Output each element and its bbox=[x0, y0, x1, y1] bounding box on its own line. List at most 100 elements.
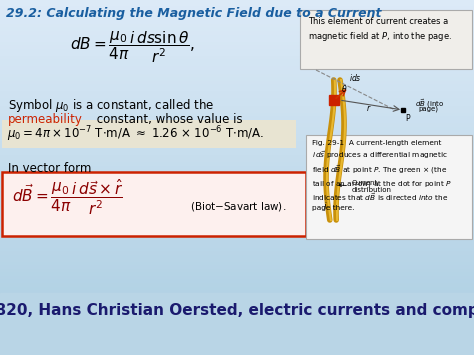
Bar bbox=[0, 64, 474, 67]
Bar bbox=[0, 7, 474, 11]
Bar bbox=[0, 0, 474, 4]
Bar bbox=[0, 224, 474, 227]
Text: $r$: $r$ bbox=[366, 103, 372, 113]
Text: $\mu_0 = 4\pi \times 10^{-7}$ T$\cdot$m/A $\approx$ 1.26 $\times$ 10$^{-6}$ T$\c: $\mu_0 = 4\pi \times 10^{-7}$ T$\cdot$m/… bbox=[7, 124, 264, 144]
Bar bbox=[0, 32, 474, 36]
Text: permeability: permeability bbox=[8, 113, 83, 126]
Bar bbox=[0, 238, 474, 241]
Bar bbox=[0, 128, 474, 131]
Bar bbox=[0, 82, 474, 85]
Text: $\theta$: $\theta$ bbox=[341, 83, 347, 94]
Bar bbox=[0, 181, 474, 185]
Bar bbox=[0, 138, 474, 142]
Bar bbox=[0, 234, 474, 238]
Bar bbox=[0, 103, 474, 106]
Bar bbox=[0, 302, 474, 305]
Bar bbox=[0, 188, 474, 192]
FancyBboxPatch shape bbox=[2, 120, 296, 148]
Bar bbox=[0, 85, 474, 89]
Text: Fig. 29-1  A current-length element
$i\,d\vec{s}$ produces a differential magnet: Fig. 29-1 A current-length element $i\,d… bbox=[312, 140, 452, 211]
Bar bbox=[0, 220, 474, 224]
Text: $dB = \dfrac{\mu_0}{4\pi}\dfrac{i\,ds\sin\theta}{r^2},$: $dB = \dfrac{\mu_0}{4\pi}\dfrac{i\,ds\si… bbox=[70, 30, 195, 65]
Bar bbox=[0, 92, 474, 96]
Bar bbox=[0, 28, 474, 32]
Bar bbox=[0, 305, 474, 309]
Bar bbox=[0, 273, 474, 277]
FancyBboxPatch shape bbox=[2, 172, 306, 236]
Text: $i$: $i$ bbox=[323, 200, 328, 211]
FancyBboxPatch shape bbox=[300, 10, 472, 69]
Bar bbox=[0, 60, 474, 64]
Bar bbox=[0, 252, 474, 256]
Bar bbox=[0, 185, 474, 188]
Bar bbox=[0, 78, 474, 82]
Bar bbox=[0, 295, 474, 298]
FancyBboxPatch shape bbox=[306, 135, 472, 239]
Bar bbox=[0, 71, 474, 75]
Bar bbox=[0, 89, 474, 92]
Bar bbox=[0, 227, 474, 231]
Text: constant, whose value is: constant, whose value is bbox=[93, 113, 243, 126]
Bar bbox=[0, 256, 474, 259]
Text: (Biot$-$Savart law).: (Biot$-$Savart law). bbox=[190, 200, 286, 213]
Bar bbox=[0, 146, 474, 149]
Bar bbox=[0, 167, 474, 170]
Bar bbox=[0, 309, 474, 312]
Text: $ids$: $ids$ bbox=[349, 72, 362, 83]
Bar bbox=[0, 160, 474, 163]
Bar bbox=[0, 156, 474, 160]
Text: page): page) bbox=[418, 106, 438, 113]
Bar bbox=[0, 36, 474, 39]
Bar bbox=[0, 277, 474, 280]
Bar bbox=[0, 284, 474, 288]
Bar bbox=[0, 341, 474, 344]
Bar bbox=[0, 131, 474, 135]
Bar bbox=[0, 142, 474, 146]
Bar bbox=[0, 25, 474, 28]
Bar bbox=[0, 149, 474, 153]
Bar bbox=[0, 57, 474, 60]
Bar bbox=[0, 75, 474, 78]
Bar bbox=[0, 153, 474, 156]
Text: Symbol $\mu_0$ is a constant, called the: Symbol $\mu_0$ is a constant, called the bbox=[8, 97, 214, 114]
Bar bbox=[0, 320, 474, 323]
Bar bbox=[0, 241, 474, 245]
Bar bbox=[0, 266, 474, 270]
Text: $d\vec{B} = \dfrac{\mu_0}{4\pi}\dfrac{i\,d\vec{s}\times\hat{r}}{r^2}$: $d\vec{B} = \dfrac{\mu_0}{4\pi}\dfrac{i\… bbox=[12, 178, 124, 217]
Bar bbox=[0, 39, 474, 43]
Bar bbox=[0, 202, 474, 206]
Bar bbox=[0, 288, 474, 291]
Bar bbox=[0, 217, 474, 220]
Bar bbox=[0, 106, 474, 110]
Text: 29.2: Calculating the Magnetic Field due to a Current: 29.2: Calculating the Magnetic Field due… bbox=[6, 7, 382, 20]
Bar bbox=[0, 174, 474, 178]
Bar bbox=[0, 270, 474, 273]
Bar bbox=[0, 124, 474, 128]
Bar bbox=[0, 178, 474, 181]
Bar bbox=[0, 263, 474, 266]
Bar bbox=[0, 213, 474, 217]
Text: P: P bbox=[405, 114, 410, 123]
Bar bbox=[0, 135, 474, 138]
Bar bbox=[0, 209, 474, 213]
Bar bbox=[0, 248, 474, 252]
Bar bbox=[0, 46, 474, 50]
Text: This element of current creates a
magnetic field at $P$, into the page.: This element of current creates a magnet… bbox=[308, 17, 452, 43]
Bar bbox=[0, 43, 474, 46]
Bar bbox=[0, 117, 474, 121]
Text: # 1820, Hans Christian Oersted, electric currents and compass: # 1820, Hans Christian Oersted, electric… bbox=[0, 302, 474, 317]
Bar bbox=[0, 4, 474, 7]
Bar bbox=[0, 67, 474, 71]
Bar bbox=[329, 95, 339, 105]
Bar bbox=[0, 344, 474, 348]
Bar bbox=[0, 99, 474, 103]
Bar bbox=[0, 231, 474, 234]
Text: In vector form: In vector form bbox=[8, 162, 91, 175]
Bar bbox=[0, 316, 474, 320]
Bar bbox=[0, 323, 474, 327]
Bar bbox=[0, 298, 474, 302]
Text: $d\vec{B}$ (into: $d\vec{B}$ (into bbox=[415, 97, 444, 109]
Bar bbox=[0, 206, 474, 209]
Bar bbox=[0, 50, 474, 53]
Bar bbox=[0, 110, 474, 114]
